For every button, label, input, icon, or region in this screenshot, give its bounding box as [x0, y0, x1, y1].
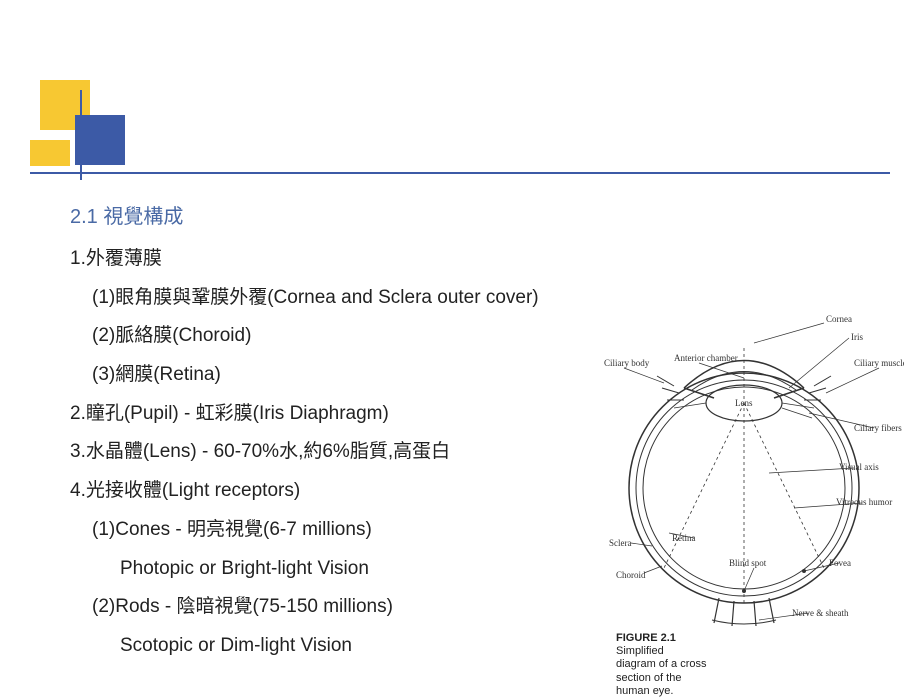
label-fovea: Fovea [829, 558, 851, 568]
eye-diagram: Cornea Iris Ciliary body Anterior chambe… [604, 308, 904, 633]
label-lens: Lens [735, 398, 753, 408]
body-line-0: 1.外覆薄膜 [70, 247, 890, 272]
slide-decoration [30, 80, 140, 180]
label-cornea: Cornea [826, 314, 852, 324]
label-visual-axis: Visual axis [839, 462, 879, 472]
figure-number: FIGURE 2.1 [616, 632, 676, 644]
label-anterior-chamber: Anterior chamber [674, 353, 738, 363]
section-title: 2.1 視覺構成 [70, 200, 890, 229]
figure-caption: FIGURE 2.1 Simplified diagram of a cross… [616, 632, 756, 698]
deco-vertical-line [80, 90, 82, 180]
label-ciliary-fibers: Ciliary fibers [854, 423, 902, 433]
figure-caption-line-3: human eye. [616, 685, 673, 697]
label-iris: Iris [851, 332, 863, 342]
body-line-10: Scotopic or Dim-light Vision [70, 634, 890, 659]
label-vitreous-humor: Vitreous humor [836, 497, 892, 507]
figure-caption-line-2: section of the [616, 672, 681, 684]
deco-square-yellow-small [30, 140, 70, 166]
deco-horizontal-line [30, 172, 890, 174]
label-sclera: Sclera [609, 538, 632, 548]
label-nerve-sheath: Nerve & sheath [792, 608, 849, 618]
figure-caption-line-0: Simplified [616, 645, 664, 657]
figure-caption-line-1: diagram of a cross [616, 658, 706, 670]
label-ciliary-muscle: Ciliary muscle [854, 358, 904, 368]
eye-diagram-svg: Cornea Iris Ciliary body Anterior chambe… [604, 308, 904, 628]
label-retina: Retina [672, 533, 696, 543]
label-blind-spot: Blind spot [729, 558, 767, 568]
label-choroid: Choroid [616, 570, 646, 580]
label-ciliary-body: Ciliary body [604, 358, 650, 368]
deco-square-blue [75, 115, 125, 165]
body-line-1: (1)眼角膜與鞏膜外覆(Cornea and Sclera outer cove… [70, 286, 890, 311]
